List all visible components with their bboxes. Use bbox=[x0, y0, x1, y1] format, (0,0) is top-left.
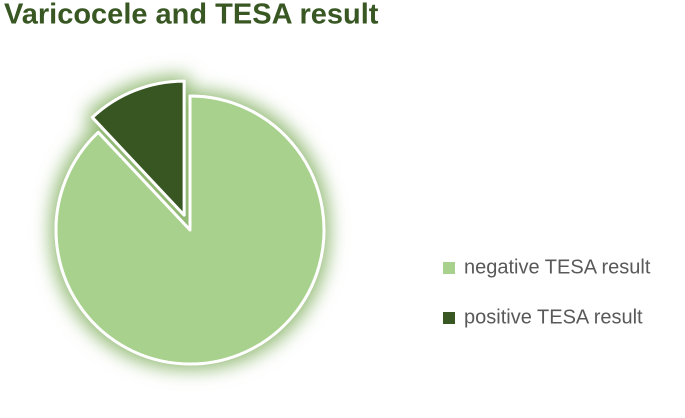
legend-label: positive TESA result bbox=[464, 306, 643, 328]
pie-slice bbox=[90, 79, 186, 217]
pie bbox=[54, 79, 326, 366]
legend-swatch bbox=[443, 312, 455, 324]
chart-title: Varicocele and TESA result bbox=[4, 0, 379, 31]
legend: negative TESA result positive TESA result bbox=[443, 256, 651, 328]
pie-slice bbox=[54, 94, 326, 366]
legend-label: negative TESA result bbox=[464, 256, 651, 278]
legend-swatch bbox=[443, 262, 455, 274]
